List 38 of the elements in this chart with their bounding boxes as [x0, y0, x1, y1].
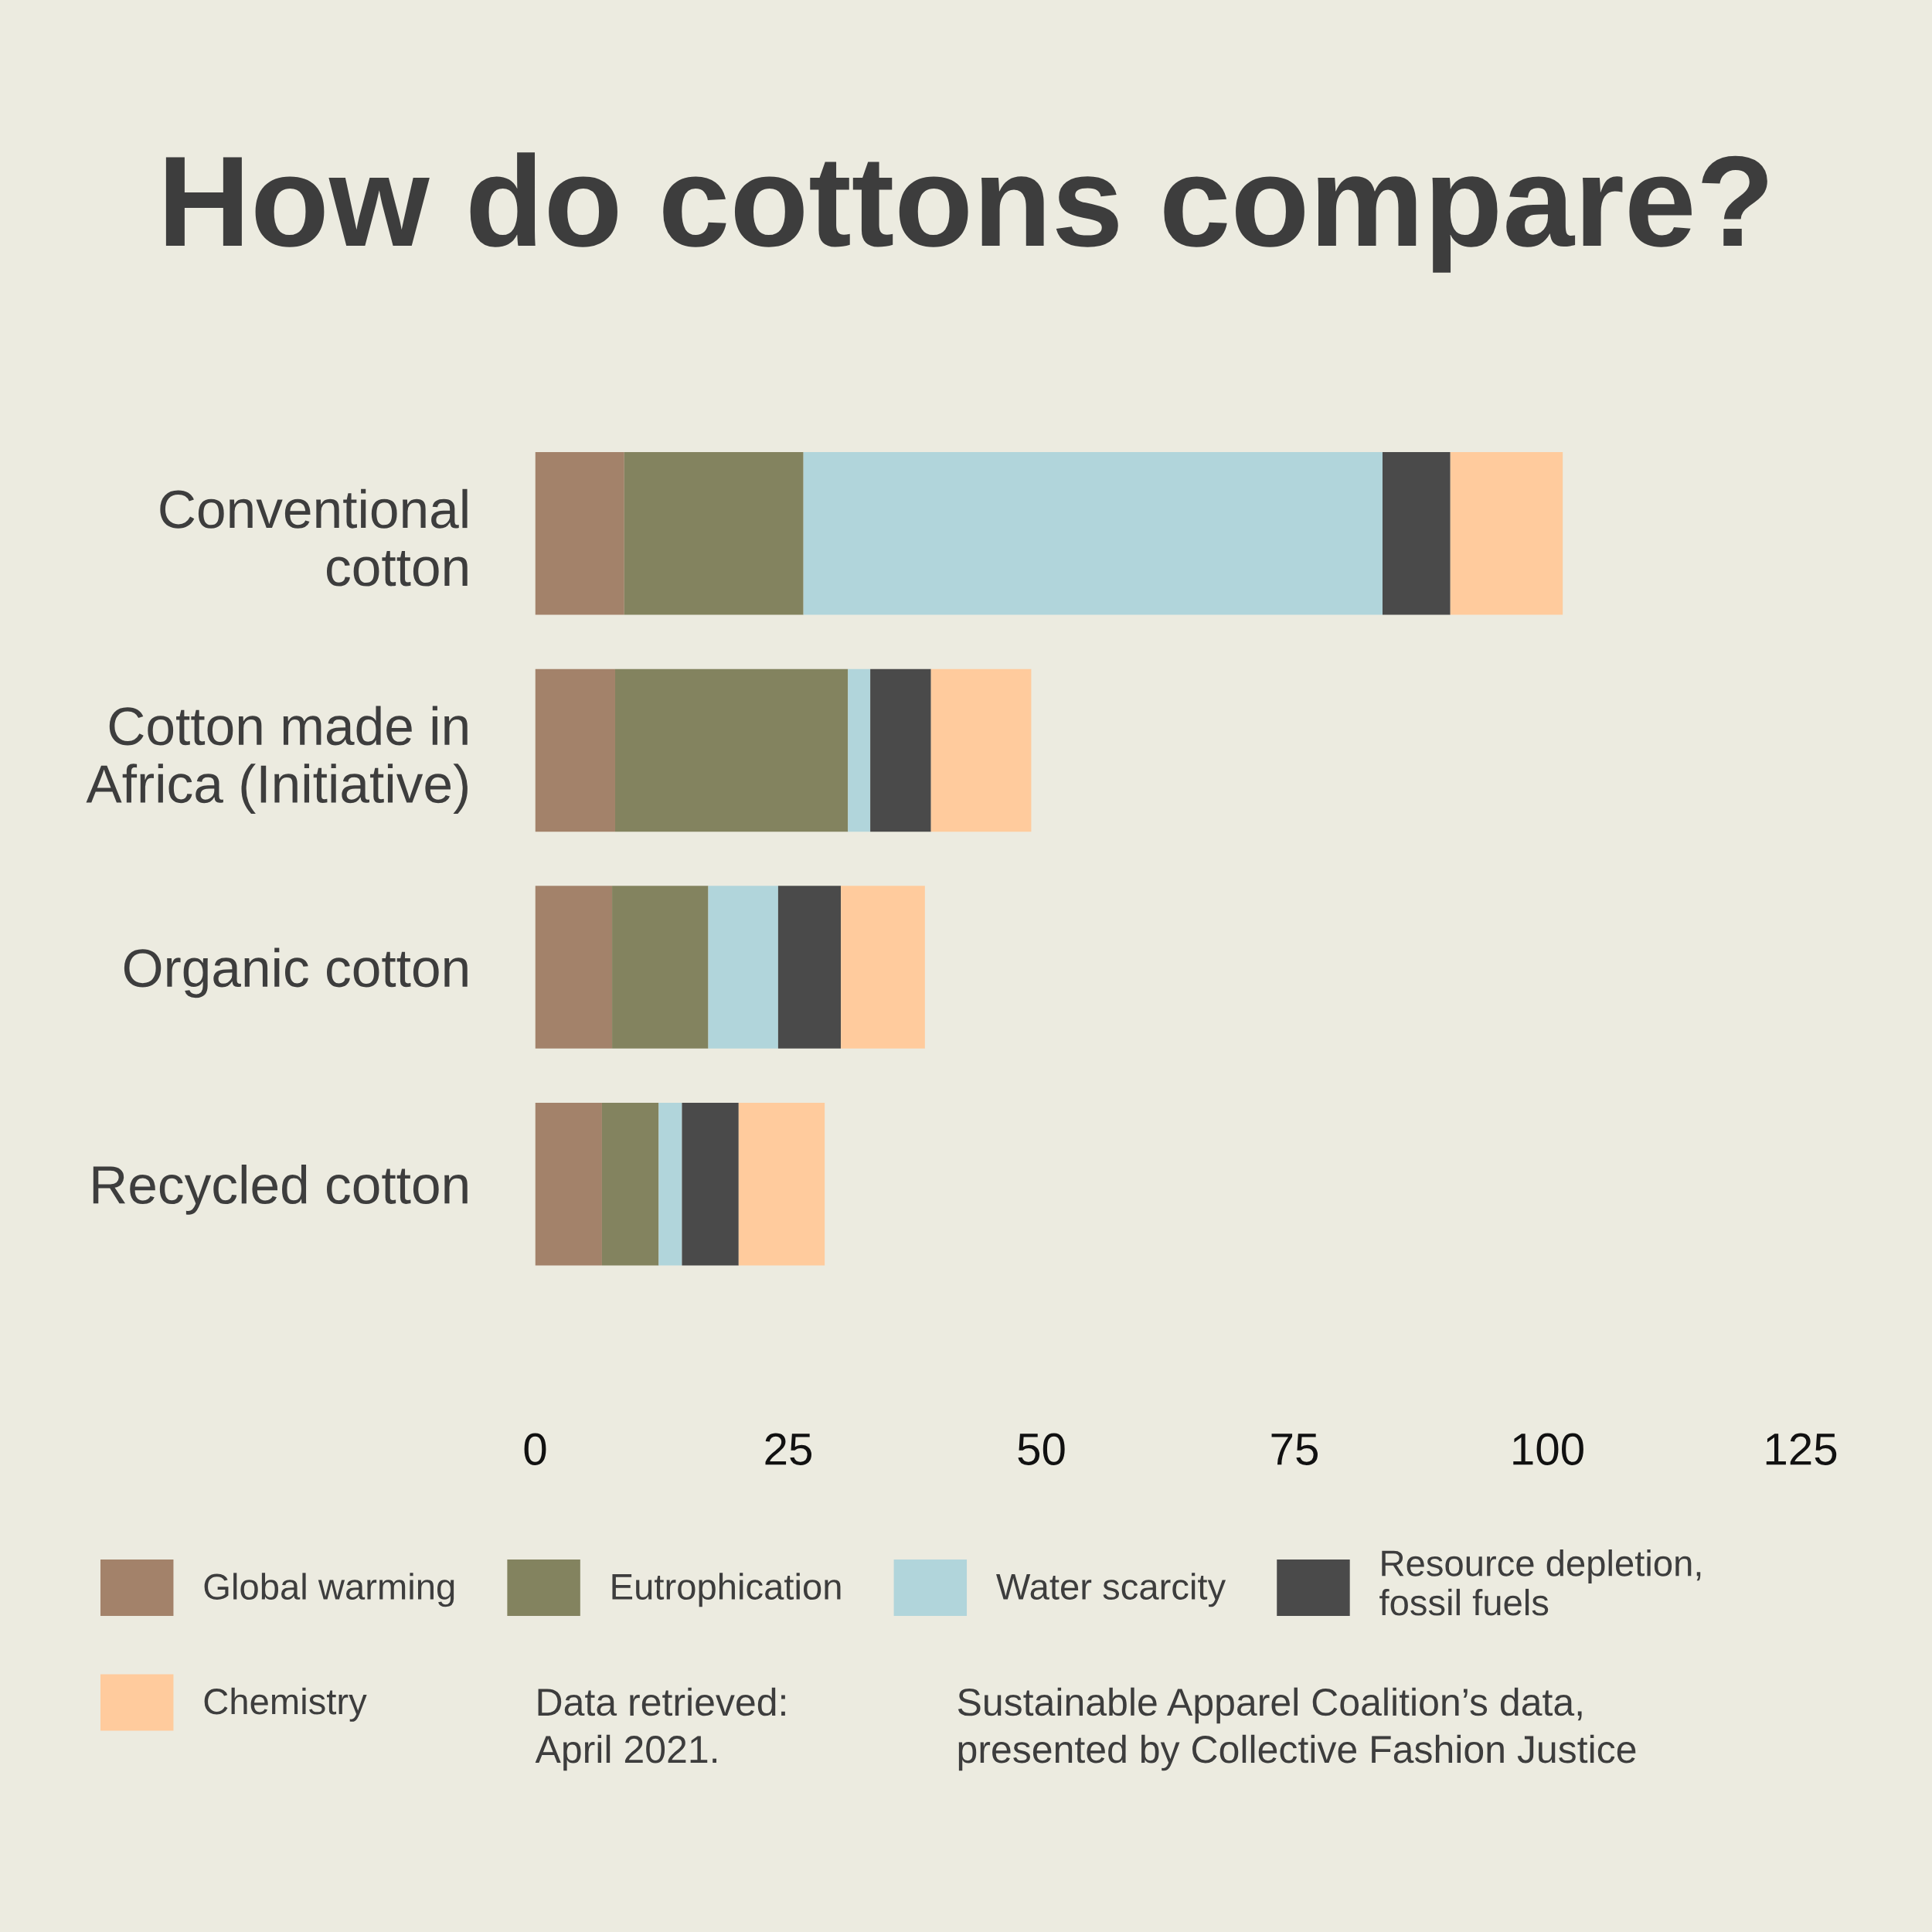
bar [841, 886, 925, 1049]
bar [658, 1102, 682, 1266]
chart-title: How do cottons compare? [165, 152, 1767, 273]
bar [601, 1102, 659, 1266]
bar [682, 1102, 739, 1266]
bar [870, 668, 931, 832]
x-tick-label: 100 [1513, 1433, 1583, 1465]
x-tick-label: 25 [765, 1433, 811, 1465]
bar [535, 668, 615, 832]
text: Data retrieved: April 2021. [535, 1687, 785, 1771]
x-tick-label: 0 [524, 1433, 546, 1465]
bar [848, 668, 871, 832]
bar [1382, 452, 1451, 615]
y-tick-label: Organic cotton [124, 947, 468, 998]
y-tick-label: Conventional cotton [160, 488, 468, 587]
legend-label: Chemistry [204, 1687, 367, 1722]
bar [777, 886, 842, 1049]
bar [930, 668, 1032, 832]
x-tick-label: 50 [1018, 1433, 1065, 1465]
bar [612, 886, 709, 1049]
bar [535, 452, 624, 615]
x-tick-label: 75 [1271, 1434, 1318, 1465]
bar [708, 886, 778, 1049]
bar [624, 452, 804, 615]
y-tick-label: Cotton made in Africa (Initiative) [86, 706, 468, 814]
bar [1450, 452, 1563, 615]
legend-label: Resource depletion, fossil fuels [1379, 1549, 1701, 1616]
bar [535, 1102, 602, 1266]
bar [614, 668, 849, 832]
bar [738, 1102, 825, 1266]
bar [535, 886, 613, 1049]
text: Sustainable Apparel Coalition’s data, presented by Collective Fashion Justice [957, 1687, 1636, 1771]
bar [803, 452, 1383, 615]
y-tick-label: Recycled cotton [93, 1165, 468, 1215]
legend-label: Eutrophication [612, 1573, 841, 1607]
x-tick-label: 125 [1766, 1433, 1837, 1465]
legend-label: Global warming [204, 1573, 454, 1607]
legend-label: Water scarcity [996, 1573, 1226, 1607]
